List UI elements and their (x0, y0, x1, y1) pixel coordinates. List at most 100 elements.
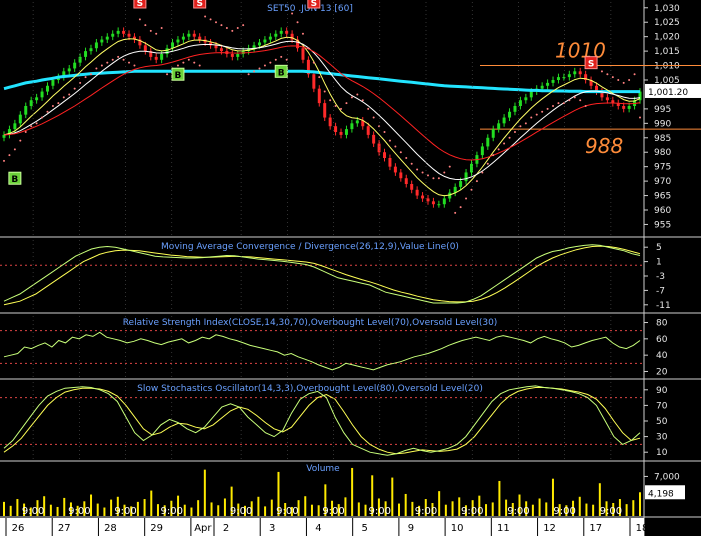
candle-body (595, 85, 599, 92)
sar-dot (301, 32, 304, 35)
sar-dot (443, 171, 446, 174)
candle-body (89, 48, 93, 52)
candle-body (480, 146, 484, 156)
sar-dot (503, 142, 506, 145)
candle-body (556, 77, 560, 80)
candle-body (236, 54, 240, 57)
sar-dot (513, 131, 516, 133)
sar-dot (492, 154, 495, 157)
macd-signal-line (3, 245, 641, 306)
sar-dot (285, 58, 288, 61)
sar-dot (193, 61, 196, 64)
last-price-label: 1,001.20 (648, 88, 688, 98)
sar-dot (24, 131, 27, 133)
candle-body (638, 91, 642, 101)
sar-dot (160, 27, 163, 29)
stoch-d-line (3, 387, 641, 455)
sar-dot (497, 148, 500, 151)
time-label: 9:00 (507, 506, 529, 517)
sar-dot (350, 96, 353, 99)
candle-body (181, 36, 185, 40)
price-tick-label: 1,020 (654, 33, 680, 43)
price-tick-label: 1,030 (654, 4, 680, 14)
sar-dot (459, 206, 462, 209)
sar-dot (106, 61, 109, 64)
candle-body (453, 186, 457, 193)
candle-body (350, 123, 354, 130)
candle-body (290, 33, 294, 40)
candle-body (263, 39, 267, 43)
date-label: 11 (497, 523, 510, 534)
candle-body (268, 36, 272, 40)
candle-body (344, 129, 348, 135)
sar-dot (182, 61, 185, 64)
candle-body (404, 178, 408, 184)
candle-body (529, 91, 533, 98)
level-annotation: 988 (585, 134, 623, 158)
sar-dot (8, 154, 11, 157)
candle-body (605, 97, 609, 101)
time-label: 9:00 (322, 506, 344, 517)
candle-body (94, 42, 98, 49)
candle-body (301, 48, 305, 60)
sar-dot (432, 177, 435, 180)
candle-body (372, 134, 376, 144)
indicator-tick-label: 50 (656, 417, 668, 427)
candle-body (573, 71, 577, 75)
sar-dot (394, 145, 397, 148)
candle-body (214, 45, 218, 49)
signal-label: S (588, 60, 594, 70)
candle-body (192, 33, 196, 37)
last-volume-box (645, 485, 685, 500)
indicator-tick-label: -3 (656, 272, 665, 282)
candle-body (616, 103, 620, 106)
price-tick-label: 965 (654, 192, 671, 202)
sar-dot (552, 105, 555, 107)
candle-body (562, 77, 566, 79)
sar-dot (13, 148, 16, 151)
time-label: 9:00 (68, 506, 90, 517)
candle-body (442, 198, 446, 205)
sar-dot (318, 76, 321, 79)
sar-dot (149, 29, 152, 32)
date-label: Apr (194, 523, 212, 534)
date-label: 5 (361, 523, 367, 534)
volume-title: Volume (306, 464, 340, 474)
sar-dot (356, 93, 359, 96)
time-label: 9:00 (600, 506, 622, 517)
candle-body (421, 195, 425, 199)
sar-dot (19, 139, 22, 142)
candle-body (18, 114, 22, 124)
candle-body (578, 71, 582, 75)
time-label: 9:00 (22, 506, 44, 517)
candle-body (323, 103, 327, 118)
candle-body (502, 117, 506, 124)
sar-dot (166, 73, 169, 76)
sar-dot (399, 151, 402, 154)
buy-signal (274, 64, 288, 78)
candle-body (100, 39, 104, 43)
sar-dot (579, 99, 582, 102)
candle-body (171, 42, 175, 49)
indicator-tick-label: 5 (656, 243, 662, 253)
sar-dot (225, 27, 228, 29)
sar-dot (280, 55, 283, 58)
mid-ma-line (3, 40, 641, 181)
sar-dot (345, 102, 348, 105)
price-tick-label: 995 (654, 105, 671, 115)
price-tick-label: 1,015 (654, 47, 680, 57)
candle-body (469, 163, 473, 173)
sar-dot (122, 58, 125, 61)
candle-body (611, 100, 615, 104)
candle-body (361, 120, 365, 127)
candle-body (198, 36, 202, 40)
price-tick-label: 1,005 (654, 76, 680, 86)
last-price-box (645, 83, 701, 98)
buy-signal (8, 171, 22, 185)
candle-body (84, 51, 88, 57)
sar-dot (340, 107, 343, 110)
price-tick-label: 975 (654, 163, 671, 173)
sar-dot (465, 197, 468, 200)
candle-body (209, 42, 213, 46)
date-label: 28 (104, 523, 117, 534)
